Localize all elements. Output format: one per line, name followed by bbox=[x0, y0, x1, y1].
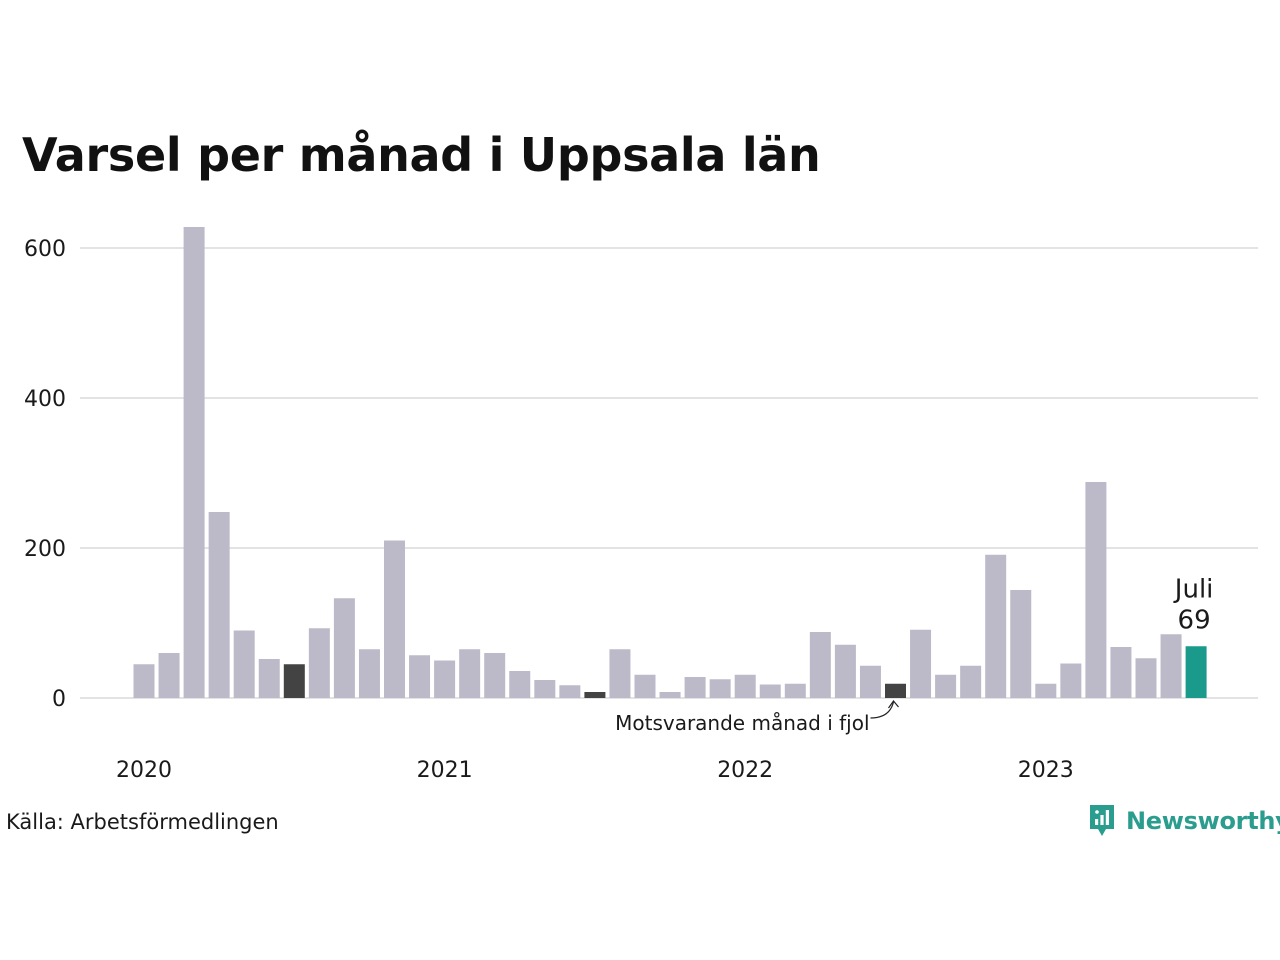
bar bbox=[1110, 647, 1132, 698]
y-tick-label: 400 bbox=[24, 387, 66, 412]
source-note: Källa: Arbetsförmedlingen bbox=[6, 810, 279, 834]
y-axis-tick-labels: 0 200 400 600 bbox=[24, 237, 66, 712]
bar bbox=[534, 680, 556, 698]
current-month-value: 69 bbox=[1178, 605, 1211, 635]
bar bbox=[809, 632, 831, 698]
bar-current-month bbox=[1185, 646, 1207, 698]
bar bbox=[1060, 663, 1082, 698]
bar bbox=[559, 685, 581, 698]
bar bbox=[208, 512, 230, 698]
bar-same-month bbox=[885, 683, 906, 698]
annotation-text: Motsvarande månad i fjol bbox=[615, 711, 869, 735]
y-tick-label: 0 bbox=[52, 687, 66, 712]
bar bbox=[1010, 590, 1032, 698]
bar bbox=[509, 671, 531, 698]
bar bbox=[409, 655, 431, 698]
bar bbox=[709, 679, 731, 698]
annotation-arrowhead bbox=[888, 700, 899, 709]
bar bbox=[684, 677, 706, 698]
bar bbox=[910, 629, 932, 698]
bar bbox=[859, 665, 881, 698]
bar-same-month bbox=[283, 664, 305, 698]
bar bbox=[133, 664, 155, 698]
bar bbox=[1135, 658, 1157, 698]
bar bbox=[183, 227, 205, 698]
bar bbox=[960, 665, 982, 698]
bar bbox=[609, 649, 631, 698]
x-axis-year-labels: 2020 2021 2022 2023 bbox=[116, 758, 1074, 783]
bar-same-month bbox=[584, 692, 606, 698]
x-tick-label: 2022 bbox=[717, 758, 773, 783]
bar bbox=[258, 659, 280, 698]
y-tick-label: 200 bbox=[24, 537, 66, 562]
bar bbox=[784, 683, 806, 698]
bar bbox=[1035, 683, 1057, 698]
bar bbox=[659, 692, 681, 698]
bar bbox=[985, 554, 1007, 698]
bar bbox=[759, 684, 781, 698]
bar bbox=[734, 674, 756, 698]
brand-name: Newsworthy bbox=[1126, 807, 1280, 835]
annotation-arrow bbox=[870, 701, 895, 719]
bar bbox=[333, 598, 355, 698]
chart-title: Varsel per månad i Uppsala län bbox=[22, 128, 821, 182]
bar bbox=[158, 653, 180, 698]
bar bbox=[834, 644, 856, 698]
brand-logo: Newsworthy bbox=[1088, 803, 1280, 839]
bar bbox=[1085, 482, 1107, 698]
bar bbox=[459, 649, 481, 698]
bar bbox=[484, 653, 506, 698]
bar bbox=[384, 540, 405, 698]
x-tick-label: 2021 bbox=[417, 758, 473, 783]
annotation: Motsvarande månad i fjol bbox=[615, 700, 899, 735]
bar bbox=[634, 674, 656, 698]
bar bbox=[434, 660, 456, 698]
grid-lines bbox=[80, 247, 1258, 699]
bars bbox=[133, 227, 1207, 698]
bar-chart-speech-bubble-icon bbox=[1090, 805, 1114, 836]
x-tick-label: 2023 bbox=[1018, 758, 1074, 783]
bar bbox=[233, 630, 255, 698]
bar bbox=[358, 649, 380, 698]
current-month-label: Juli bbox=[1173, 574, 1214, 604]
bar bbox=[308, 628, 330, 698]
y-tick-label: 600 bbox=[24, 237, 66, 262]
bar bbox=[1160, 634, 1182, 698]
x-tick-label: 2020 bbox=[116, 758, 172, 783]
bar bbox=[935, 674, 957, 698]
